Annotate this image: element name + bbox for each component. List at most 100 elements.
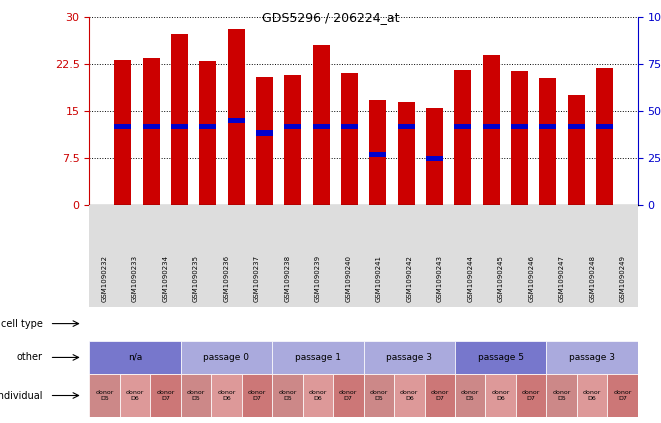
Bar	[227, 30, 245, 205]
Text: GSM1090235: GSM1090235	[193, 255, 199, 302]
Bar	[539, 78, 557, 205]
Bar	[455, 374, 485, 417]
Bar	[272, 341, 364, 374]
Bar	[242, 374, 272, 417]
Bar	[596, 124, 613, 129]
Text: GSM1090236: GSM1090236	[223, 255, 229, 302]
Bar	[397, 102, 414, 205]
Bar	[199, 124, 216, 129]
Text: GSM1090238: GSM1090238	[284, 255, 290, 302]
Text: donor
D5: donor D5	[278, 390, 297, 401]
Bar	[171, 124, 188, 129]
Text: donor
D6: donor D6	[217, 390, 235, 401]
Text: donor
D5: donor D5	[369, 390, 388, 401]
Text: GSM1090232: GSM1090232	[102, 255, 108, 302]
Text: GSM1090248: GSM1090248	[589, 255, 595, 302]
Text: donor
D5: donor D5	[186, 390, 205, 401]
Text: passage 3: passage 3	[569, 353, 615, 362]
Bar	[284, 74, 301, 205]
Bar	[568, 124, 584, 129]
Text: GSM1090237: GSM1090237	[254, 255, 260, 302]
Bar	[341, 74, 358, 205]
Text: donor
D5: donor D5	[95, 390, 114, 401]
Bar	[483, 124, 500, 129]
Bar	[516, 374, 547, 417]
Bar	[171, 35, 188, 205]
Text: GDS5296 / 206224_at: GDS5296 / 206224_at	[262, 11, 399, 24]
Bar	[114, 60, 131, 205]
Bar	[397, 124, 414, 129]
Bar	[394, 374, 424, 417]
Bar	[364, 341, 455, 374]
Bar	[284, 124, 301, 129]
Bar	[272, 374, 303, 417]
Bar	[256, 77, 273, 205]
Text: GSM1090240: GSM1090240	[345, 255, 351, 302]
Text: GSM1090241: GSM1090241	[376, 255, 382, 302]
Bar	[547, 341, 638, 374]
Bar	[227, 118, 245, 123]
Bar	[454, 70, 471, 205]
Text: intact dermal papilla
tissue: intact dermal papilla tissue	[95, 314, 175, 333]
Text: donor
D6: donor D6	[492, 390, 510, 401]
Text: passage 5: passage 5	[478, 353, 524, 362]
Bar	[313, 45, 330, 205]
Text: cultured dermal papilla cells: cultured dermal papilla cells	[309, 319, 418, 328]
Text: GSM1090242: GSM1090242	[407, 255, 412, 302]
Text: GSM1090243: GSM1090243	[437, 255, 443, 302]
Bar	[89, 307, 180, 341]
Bar	[89, 341, 180, 374]
Text: donor
D6: donor D6	[583, 390, 602, 401]
Bar	[211, 374, 242, 417]
Text: GSM1090247: GSM1090247	[559, 255, 564, 302]
Bar	[424, 374, 455, 417]
Bar	[426, 108, 443, 205]
Text: other: other	[17, 352, 43, 363]
Bar	[364, 374, 394, 417]
Bar	[568, 95, 584, 205]
Bar	[369, 152, 386, 157]
Bar	[426, 156, 443, 161]
Text: passage 0: passage 0	[204, 353, 249, 362]
Text: donor
D7: donor D7	[248, 390, 266, 401]
Bar	[341, 124, 358, 129]
Bar	[577, 374, 607, 417]
Bar	[89, 374, 120, 417]
Bar	[180, 374, 211, 417]
Bar	[114, 124, 131, 129]
Text: donor
D7: donor D7	[613, 390, 632, 401]
Text: GSM1090249: GSM1090249	[619, 255, 625, 302]
Text: cell type: cell type	[1, 319, 43, 329]
Bar	[483, 55, 500, 205]
Bar	[333, 374, 364, 417]
Text: GSM1090234: GSM1090234	[163, 255, 169, 302]
Bar	[313, 124, 330, 129]
Bar	[455, 341, 547, 374]
Text: GSM1090246: GSM1090246	[528, 255, 534, 302]
Text: individual: individual	[0, 390, 43, 401]
Text: donor
D6: donor D6	[309, 390, 327, 401]
Text: GSM1090233: GSM1090233	[132, 255, 138, 302]
Bar	[150, 374, 180, 417]
Text: donor
D5: donor D5	[461, 390, 479, 401]
Bar	[180, 307, 547, 341]
Text: GSM1090244: GSM1090244	[467, 255, 473, 302]
Bar	[539, 124, 557, 129]
Bar	[454, 124, 471, 129]
Bar	[120, 374, 150, 417]
Text: passage 1: passage 1	[295, 353, 341, 362]
Bar	[180, 341, 272, 374]
Text: donor
D6: donor D6	[400, 390, 418, 401]
Bar	[256, 130, 273, 135]
Bar	[511, 124, 528, 129]
Bar	[547, 307, 638, 341]
Text: passage 3: passage 3	[386, 353, 432, 362]
Text: donor
D7: donor D7	[430, 390, 449, 401]
Bar	[199, 61, 216, 205]
Text: GSM1090245: GSM1090245	[498, 255, 504, 302]
Bar	[607, 374, 638, 417]
Text: donor
D6: donor D6	[126, 390, 144, 401]
Text: donor
D7: donor D7	[522, 390, 541, 401]
Bar	[547, 374, 577, 417]
Bar	[143, 58, 159, 205]
